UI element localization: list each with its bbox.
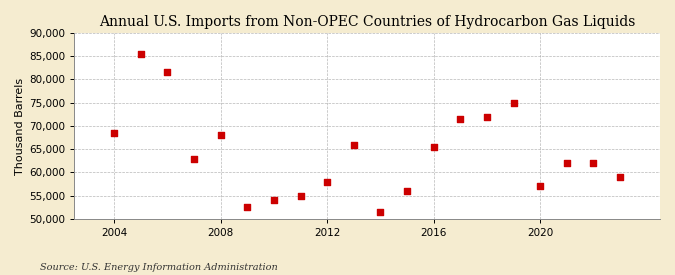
Point <box>295 194 306 198</box>
Point <box>215 133 226 138</box>
Point <box>242 205 252 210</box>
Text: Source: U.S. Energy Information Administration: Source: U.S. Energy Information Administ… <box>40 263 278 272</box>
Point <box>615 175 626 179</box>
Point <box>136 52 146 56</box>
Point <box>269 198 279 203</box>
Point <box>375 210 386 214</box>
Point <box>481 114 492 119</box>
Point <box>588 161 599 165</box>
Point <box>322 180 333 184</box>
Point <box>508 100 519 105</box>
Point <box>429 145 439 149</box>
Point <box>189 156 200 161</box>
Point <box>162 70 173 75</box>
Point <box>402 189 412 193</box>
Point <box>455 117 466 121</box>
Title: Annual U.S. Imports from Non-OPEC Countries of Hydrocarbon Gas Liquids: Annual U.S. Imports from Non-OPEC Countr… <box>99 15 635 29</box>
Point <box>562 161 572 165</box>
Point <box>109 131 119 135</box>
Y-axis label: Thousand Barrels: Thousand Barrels <box>15 77 25 175</box>
Point <box>535 184 545 189</box>
Point <box>348 142 359 147</box>
